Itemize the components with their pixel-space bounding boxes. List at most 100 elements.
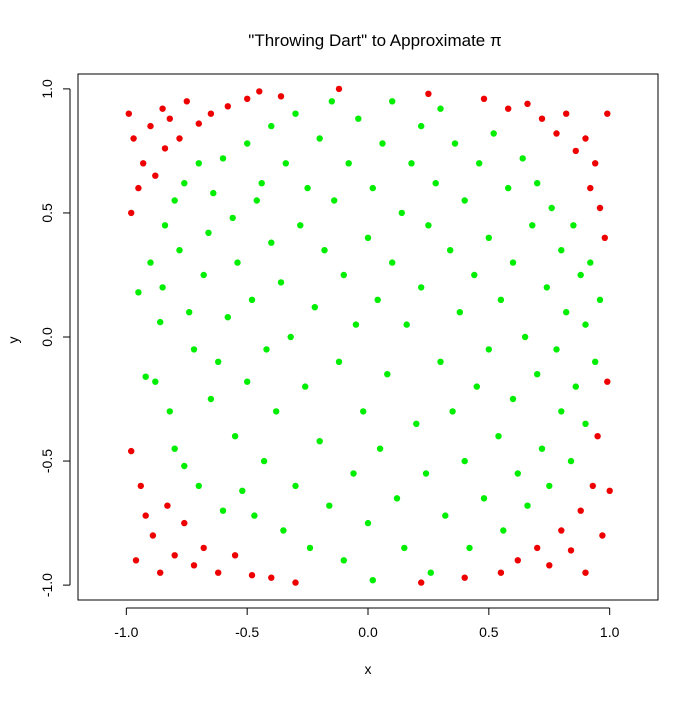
dart-point-outside [181, 519, 188, 527]
dart-point-outside [601, 234, 608, 241]
dart-point-inside [161, 222, 169, 229]
dart-point-inside [553, 346, 560, 353]
dart-point-inside [558, 408, 565, 415]
y-tick-label: 0.0 [39, 327, 55, 347]
dart-point-inside [495, 433, 502, 440]
dart-point-inside [302, 383, 309, 390]
dart-point-inside [277, 279, 285, 286]
dart-point-inside [268, 122, 275, 130]
dart-point-outside [546, 562, 553, 569]
dart-point-inside [521, 333, 529, 341]
dart-point-inside [389, 259, 396, 266]
dart-point-inside [476, 160, 483, 167]
dart-point-inside [577, 271, 584, 279]
dart-point-inside [159, 284, 166, 291]
inside-points [135, 98, 604, 584]
dart-point-inside [304, 184, 311, 192]
dart-point-inside [376, 445, 384, 452]
dart-point-inside [355, 115, 362, 122]
y-tick-label: -1.0 [39, 573, 55, 597]
dart-point-outside [195, 120, 202, 127]
dart-point-outside [524, 100, 531, 108]
x-axis-label: x [365, 661, 372, 677]
y-tick-label: 0.5 [39, 203, 55, 223]
dart-point-inside [328, 98, 335, 105]
x-tick-label: -1.0 [114, 624, 138, 640]
dart-point-inside [461, 457, 468, 465]
dart-point-outside [335, 85, 343, 93]
dart-point-outside [128, 209, 135, 217]
dart-point-outside [589, 482, 596, 490]
dart-point-inside [485, 346, 492, 353]
x-axis: -1.0 -0.5 0.0 0.5 1.0 [114, 607, 620, 640]
dart-point-inside [340, 557, 347, 564]
dart-point-inside [219, 507, 227, 514]
dart-point-outside [159, 105, 166, 112]
dart-point-inside [582, 321, 589, 328]
plot-frame [77, 73, 659, 601]
dart-point-inside [572, 383, 579, 390]
dart-point-inside [147, 259, 154, 266]
dart-point-outside [461, 574, 468, 581]
dart-point-inside [142, 373, 149, 380]
dart-point-inside [505, 184, 512, 192]
dart-point-inside [287, 333, 294, 341]
dart-point-inside [280, 527, 287, 534]
dart-point-inside [260, 457, 268, 465]
dart-point-inside [449, 408, 456, 415]
dart-point-inside [297, 222, 304, 229]
dart-point-inside [186, 309, 193, 316]
dart-point-outside [558, 527, 565, 534]
dart-point-outside [577, 507, 584, 514]
dart-point-inside [425, 222, 432, 229]
dart-point-inside [437, 358, 444, 365]
dart-point-outside [132, 557, 140, 564]
dart-point-inside [263, 346, 270, 353]
dart-point-inside [171, 197, 178, 204]
dart-point-inside [326, 502, 333, 509]
dart-point-outside [594, 433, 601, 440]
dart-point-inside [210, 189, 217, 197]
dart-point-inside [306, 544, 314, 552]
dart-point-inside [258, 180, 265, 187]
dart-point-inside [239, 487, 246, 494]
dart-point-inside [374, 296, 381, 303]
dart-point-outside [599, 532, 606, 539]
outside-points [125, 85, 613, 586]
dart-point-inside [401, 544, 408, 552]
dart-point-inside [253, 197, 260, 204]
dart-point-outside [231, 552, 239, 559]
x-tick-label: 0.0 [358, 624, 378, 640]
dart-point-outside [418, 579, 425, 586]
dart-point-inside [321, 247, 328, 254]
dart-point-inside [350, 470, 357, 477]
dart-point-inside [152, 378, 159, 385]
dart-point-outside [207, 110, 215, 117]
dart-point-outside [292, 579, 299, 586]
dart-point-inside [316, 438, 323, 445]
dart-point-inside [292, 482, 299, 490]
dart-point-inside [529, 222, 536, 229]
dart-point-outside [244, 95, 251, 103]
dart-point-inside [379, 140, 386, 147]
x-tick-label: -0.5 [235, 624, 259, 640]
dart-point-inside [546, 482, 553, 490]
dart-point-inside [200, 271, 207, 279]
dart-point-inside [534, 180, 541, 187]
dart-point-inside [466, 544, 473, 552]
dart-point-inside [207, 395, 215, 403]
dart-point-inside [231, 433, 239, 440]
dart-point-inside [393, 495, 401, 502]
y-tick-label: 1.0 [39, 79, 55, 99]
dart-point-outside [277, 93, 285, 100]
dart-point-outside [256, 88, 263, 95]
dart-point-inside [345, 160, 352, 167]
dart-point-outside [166, 115, 173, 122]
dart-point-outside [497, 569, 505, 576]
dart-point-outside [604, 110, 611, 117]
dart-point-inside [219, 155, 227, 162]
dart-point-outside [224, 103, 231, 110]
dart-point-inside [364, 519, 372, 527]
dart-point-outside [268, 574, 275, 581]
dart-point-inside [384, 371, 391, 378]
